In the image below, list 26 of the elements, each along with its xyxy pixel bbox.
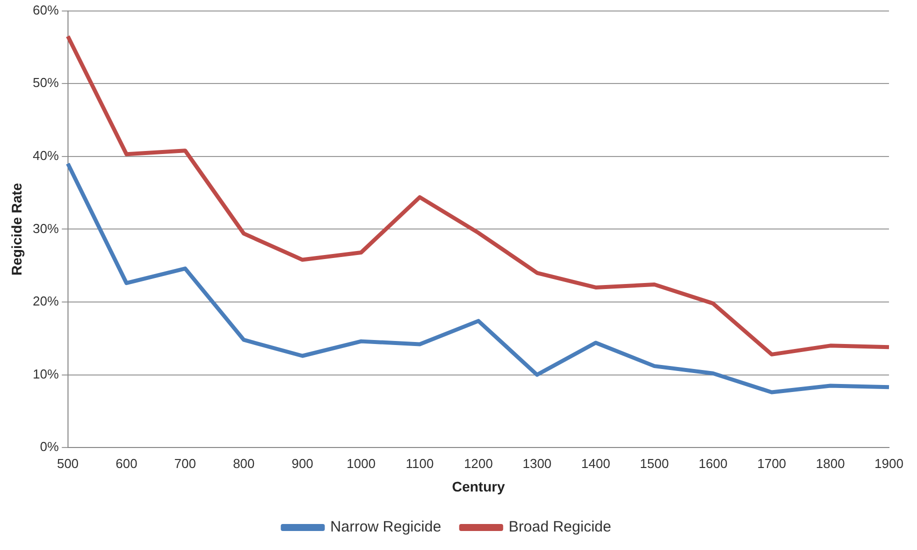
y-tick-label: 40% (32, 148, 60, 163)
legend-label: Narrow Regicide (330, 518, 442, 536)
x-tick-label: 1000 (346, 456, 376, 471)
x-tick-label: 600 (116, 456, 138, 471)
x-tick-label: 1300 (522, 456, 552, 471)
legend-label: Broad Regicide (508, 518, 612, 536)
y-axis-title: Regicide Rate (8, 182, 24, 276)
x-tick-label: 1700 (757, 456, 786, 471)
y-tick-label: 60% (32, 2, 60, 18)
y-tick-label: 10% (32, 366, 60, 382)
y-tick-label: 30% (32, 220, 60, 236)
x-tick-label: 900 (292, 456, 314, 471)
x-tick-label: 1800 (816, 456, 845, 471)
y-tick-label: 0% (40, 439, 60, 454)
x-tick-label: 1900 (874, 456, 904, 471)
y-tick-label: 50% (32, 75, 60, 90)
x-tick-label: 1600 (698, 456, 728, 471)
y-tick-label: 20% (32, 294, 60, 309)
x-axis-title: Century (452, 478, 506, 494)
x-tick-label: 500 (56, 456, 79, 471)
x-tick-label: 1400 (581, 456, 610, 471)
x-tick-label: 800 (232, 456, 255, 471)
x-tick-label: 700 (174, 456, 196, 471)
x-tick-label: 1100 (406, 456, 434, 471)
x-tick-label: 1200 (464, 456, 493, 471)
x-tick-label: 1500 (640, 456, 669, 471)
